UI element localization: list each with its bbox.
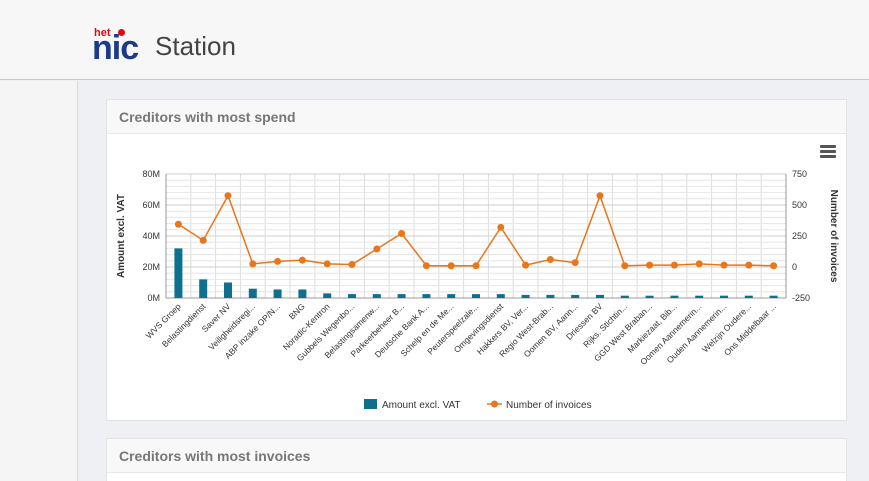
spend-panel: Creditors with most spend 0M 20M 40M 60M 80M… (106, 99, 847, 421)
bar (224, 282, 232, 298)
bar (372, 294, 381, 298)
invoices-point (298, 256, 306, 264)
invoices-point (398, 230, 406, 238)
legend-line-marker (491, 400, 498, 408)
right-axis-tick-label: 0 (792, 262, 797, 272)
spend-chart: 0M 20M 40M 60M 80M -250 0 250 500 750 Amount excl.… (116, 169, 839, 411)
invoices-panel-title: Creditors with most invoices (107, 439, 846, 473)
bar (695, 295, 704, 298)
hamburger-menu-icon[interactable] (820, 145, 836, 159)
invoices-point (646, 261, 654, 269)
invoices-point (199, 236, 207, 244)
invoices-point (249, 260, 257, 268)
bar (174, 248, 183, 298)
bar (769, 295, 778, 298)
invoices-point (323, 260, 331, 268)
invoices-point (621, 262, 629, 270)
logo-nic-text: nic (92, 29, 139, 67)
invoices-point (670, 261, 678, 269)
x-axis-tick-label: BNG (287, 301, 307, 321)
left-axis-tick-label: 40M (142, 231, 160, 241)
invoices-panel: Creditors with most invoices (106, 438, 847, 481)
legend-bar-swatch (364, 399, 377, 409)
invoices-point (770, 262, 778, 270)
invoices-point (373, 245, 381, 253)
invoices-point (497, 223, 505, 231)
left-sidebar (0, 81, 78, 481)
legend-line-label: Number of invoices (506, 400, 592, 411)
invoices-point (745, 261, 753, 269)
bar (521, 294, 530, 298)
invoices-line (177, 193, 774, 267)
app-title: Station (155, 31, 236, 61)
invoices-point (224, 192, 232, 200)
invoices-point (571, 259, 579, 267)
bar (199, 279, 208, 298)
invoices-point (447, 262, 455, 270)
bar (397, 294, 406, 298)
invoices-point (274, 257, 282, 265)
logo-het-text: het (94, 27, 111, 39)
left-axis-tick-label: 20M (142, 262, 160, 272)
left-axis-tick-label: 80M (142, 169, 160, 179)
left-axis-tick-label: 60M (142, 200, 160, 210)
left-axis-tick-label: 0M (147, 293, 160, 303)
bar (596, 294, 604, 298)
bar (422, 294, 431, 298)
bar (670, 295, 679, 298)
left-axis-title: Amount excl. VAT (116, 194, 127, 278)
invoices-point (348, 261, 356, 269)
bar (248, 288, 257, 298)
bar (744, 295, 753, 298)
bar (348, 294, 356, 298)
nic-logo[interactable]: het nic (92, 27, 148, 67)
bar (323, 293, 332, 298)
bar (720, 295, 728, 298)
invoices-point (720, 261, 728, 269)
right-axis-tick-label: 750 (792, 169, 807, 179)
invoices-point (422, 262, 430, 270)
bar (496, 294, 505, 298)
invoices-point (695, 260, 703, 268)
logo-dot (118, 29, 125, 36)
right-axis-title: Number of invoices (828, 190, 839, 283)
right-axis-tick-label: 500 (792, 200, 807, 210)
bar (645, 295, 654, 298)
right-axis-tick-label: 250 (792, 231, 807, 241)
invoices-point (174, 220, 182, 228)
bar (273, 289, 282, 298)
bar (447, 294, 456, 298)
legend-bar-label: Amount excl. VAT (382, 400, 461, 411)
invoices-point (546, 256, 554, 264)
bar (571, 294, 580, 298)
right-axis-tick-label: -250 (792, 293, 810, 303)
spend-panel-title: Creditors with most spend (107, 100, 846, 134)
bar (472, 294, 480, 298)
top-bar: het nic Station (0, 0, 869, 80)
invoices-point (472, 262, 480, 270)
invoices-point (522, 261, 530, 269)
bar (298, 289, 307, 298)
bar (546, 294, 555, 298)
invoices-point (596, 192, 604, 200)
bar (620, 295, 629, 298)
